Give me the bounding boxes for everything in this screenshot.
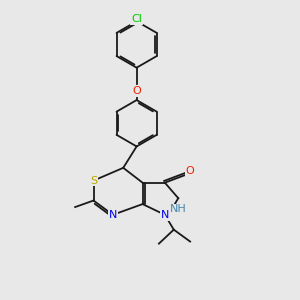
Text: N: N xyxy=(109,210,117,220)
Text: NH: NH xyxy=(170,204,187,214)
Text: S: S xyxy=(90,176,97,186)
Text: O: O xyxy=(186,166,194,176)
Text: O: O xyxy=(132,86,141,96)
Text: N: N xyxy=(161,210,169,220)
Text: Cl: Cl xyxy=(131,14,142,24)
